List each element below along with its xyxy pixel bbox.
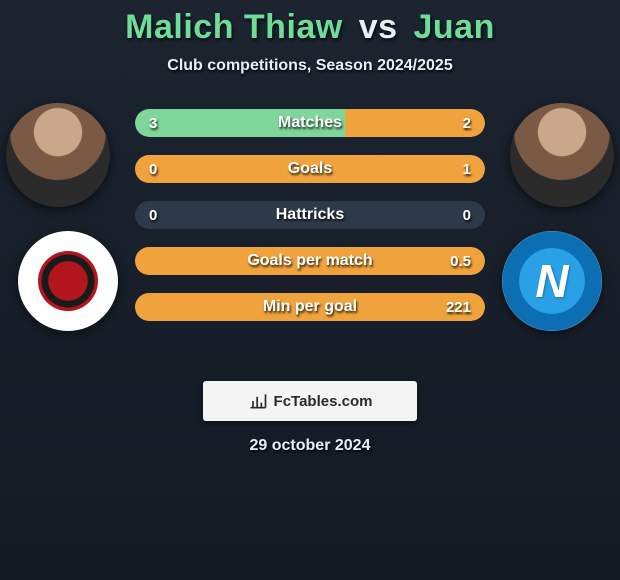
bar-fill-right <box>135 155 485 183</box>
watermark: FcTables.com <box>203 381 417 421</box>
bar-fill-left <box>135 109 345 137</box>
watermark-text: FcTables.com <box>274 393 373 410</box>
stat-bars: 32Matches 01Goals 00Hattricks 0.5Goals per … <box>135 109 485 321</box>
stat-bar-row: 32Matches <box>135 109 485 137</box>
stat-bar-row: 01Goals <box>135 155 485 183</box>
subtitle: Club competitions, Season 2024/2025 <box>0 57 620 75</box>
stat-bar-row: 00Hattricks <box>135 201 485 229</box>
comparison-arena: 32Matches 01Goals 00Hattricks 0.5Goals per … <box>0 103 620 363</box>
comparison-title: Malich Thiaw vs Juan <box>0 0 620 47</box>
player1-name: Malich Thiaw <box>125 8 343 46</box>
bar-track <box>135 201 485 229</box>
club-right-crest <box>502 231 602 331</box>
club-left-crest <box>18 231 118 331</box>
player2-name: Juan <box>413 8 494 46</box>
vs-text: vs <box>359 8 398 46</box>
date-text: 29 october 2024 <box>0 437 620 455</box>
bar-fill-right <box>345 109 485 137</box>
player1-avatar <box>6 103 110 207</box>
bar-fill-right <box>135 293 485 321</box>
bar-fill-right <box>135 247 485 275</box>
chart-icon <box>248 391 268 411</box>
player2-avatar <box>510 103 614 207</box>
stat-bar-row: 0.5Goals per match <box>135 247 485 275</box>
stat-bar-row: 221Min per goal <box>135 293 485 321</box>
